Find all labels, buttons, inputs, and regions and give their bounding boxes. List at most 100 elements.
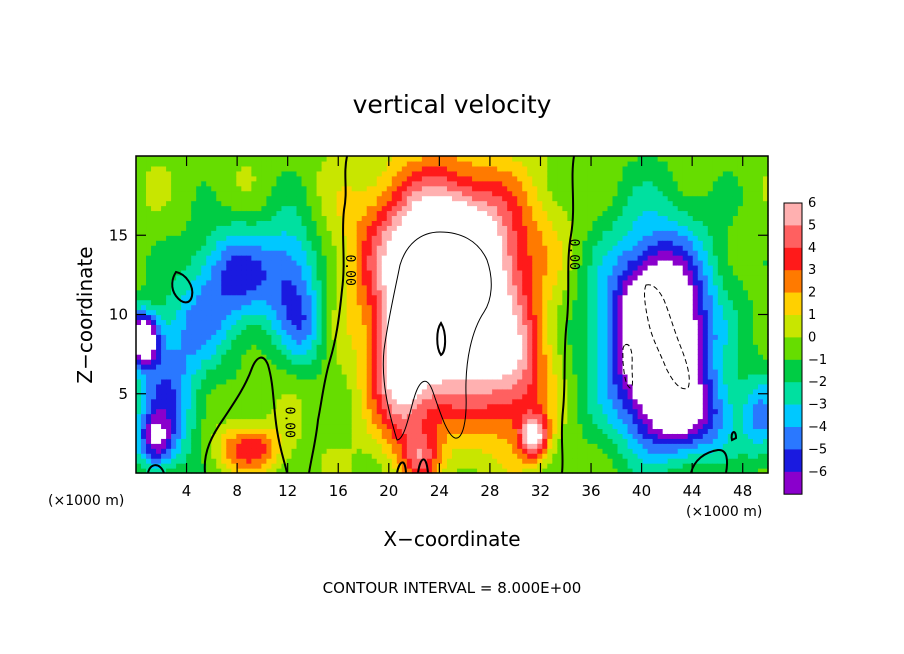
- heatmap-cell: [346, 180, 353, 187]
- heatmap-cell: [191, 195, 197, 202]
- heatmap-cell: [386, 195, 393, 202]
- heatmap-cell: [306, 393, 313, 400]
- heatmap-cell: [186, 250, 192, 256]
- heatmap-cell: [206, 210, 212, 217]
- heatmap-cell: [151, 200, 157, 207]
- heatmap-cell: [346, 284, 353, 291]
- heatmap-cell: [241, 250, 247, 256]
- heatmap-cell: [477, 393, 483, 400]
- heatmap-cell: [166, 279, 172, 286]
- heatmap-cell: [391, 443, 398, 449]
- heatmap-cell: [296, 220, 303, 226]
- heatmap-cell: [196, 309, 202, 316]
- heatmap-cell: [512, 200, 518, 207]
- heatmap-cell: [507, 408, 513, 415]
- heatmap-cell: [457, 190, 463, 197]
- heatmap-cell: [441, 448, 448, 454]
- heatmap-cell: [522, 230, 528, 236]
- heatmap-cell: [151, 284, 157, 291]
- heatmap-cell: [462, 160, 468, 167]
- heatmap-cell: [291, 225, 298, 231]
- heatmap-cell: [281, 175, 288, 182]
- heatmap-cell: [316, 378, 323, 385]
- heatmap-cell: [246, 418, 252, 425]
- heatmap-cell: [231, 364, 237, 370]
- heatmap-cell: [376, 443, 383, 449]
- heatmap-cell: [161, 334, 167, 340]
- heatmap-cell: [241, 458, 247, 464]
- heatmap-cell: [176, 245, 182, 251]
- heatmap-cell: [236, 344, 242, 350]
- heatmap-cell: [497, 235, 503, 241]
- heatmap-cell: [236, 240, 242, 246]
- heatmap-cell: [336, 185, 343, 192]
- heatmap-cell: [281, 215, 288, 221]
- heatmap-cell: [411, 215, 418, 221]
- heatmap-cell: [186, 364, 192, 370]
- heatmap-cell: [416, 329, 423, 335]
- heatmap-cell: [467, 398, 473, 405]
- heatmap-cell: [231, 339, 237, 345]
- heatmap-cell: [401, 200, 408, 207]
- heatmap-cell: [201, 230, 207, 236]
- heatmap-cell: [156, 185, 162, 192]
- heatmap-cell: [261, 453, 268, 459]
- heatmap-cell: [341, 274, 348, 281]
- heatmap-cell: [321, 289, 328, 296]
- heatmap-cell: [261, 324, 268, 330]
- heatmap-cell: [361, 448, 368, 454]
- heatmap-cell: [296, 364, 303, 370]
- heatmap-cell: [487, 423, 493, 430]
- heatmap-cell: [296, 205, 303, 212]
- heatmap-cell: [181, 408, 187, 415]
- heatmap-cell: [136, 423, 142, 430]
- heatmap-cell: [507, 334, 513, 340]
- heatmap-cell: [266, 339, 273, 345]
- heatmap-cell: [196, 368, 202, 375]
- heatmap-cell: [366, 190, 373, 197]
- heatmap-cell: [376, 324, 383, 330]
- heatmap-cell: [351, 383, 358, 390]
- heatmap-cell: [411, 319, 418, 325]
- heatmap-cell: [256, 339, 262, 345]
- heatmap-cell: [507, 324, 513, 330]
- heatmap-cell: [296, 175, 303, 182]
- heatmap-cell: [386, 368, 393, 375]
- heatmap-cell: [391, 468, 398, 474]
- heatmap-cell: [246, 383, 252, 390]
- heatmap-cell: [346, 215, 353, 221]
- heatmap-cell: [502, 304, 508, 311]
- heatmap-cell: [191, 185, 197, 192]
- heatmap-cell: [146, 160, 152, 167]
- heatmap-cell: [346, 433, 353, 439]
- heatmap-cell: [266, 170, 273, 177]
- heatmap-cell: [146, 264, 152, 271]
- heatmap-cell: [381, 423, 388, 430]
- heatmap-cell: [512, 294, 518, 301]
- heatmap-cell: [141, 443, 147, 449]
- heatmap-cell: [462, 264, 468, 271]
- heatmap-cell: [502, 269, 508, 276]
- heatmap-cell: [256, 364, 262, 370]
- heatmap-cell: [411, 170, 418, 177]
- heatmap-cell: [196, 344, 202, 350]
- heatmap-cell: [421, 453, 428, 459]
- heatmap-cell: [487, 230, 493, 236]
- heatmap-cell: [181, 264, 187, 271]
- heatmap-cell: [356, 304, 363, 311]
- heatmap-cell: [251, 423, 257, 430]
- heatmap-cell: [146, 418, 152, 425]
- heatmap-cell: [291, 175, 298, 182]
- heatmap-cell: [291, 329, 298, 335]
- heatmap-cell: [251, 373, 257, 380]
- heatmap-cell: [171, 215, 177, 221]
- heatmap-cell: [431, 334, 438, 340]
- heatmap-cell: [246, 423, 252, 430]
- heatmap-cell: [221, 260, 227, 266]
- heatmap-cell: [472, 309, 478, 316]
- heatmap-cell: [482, 294, 488, 301]
- heatmap-cell: [366, 468, 373, 474]
- heatmap-cell: [141, 388, 147, 395]
- heatmap-cell: [441, 463, 448, 469]
- heatmap-cell: [201, 448, 207, 454]
